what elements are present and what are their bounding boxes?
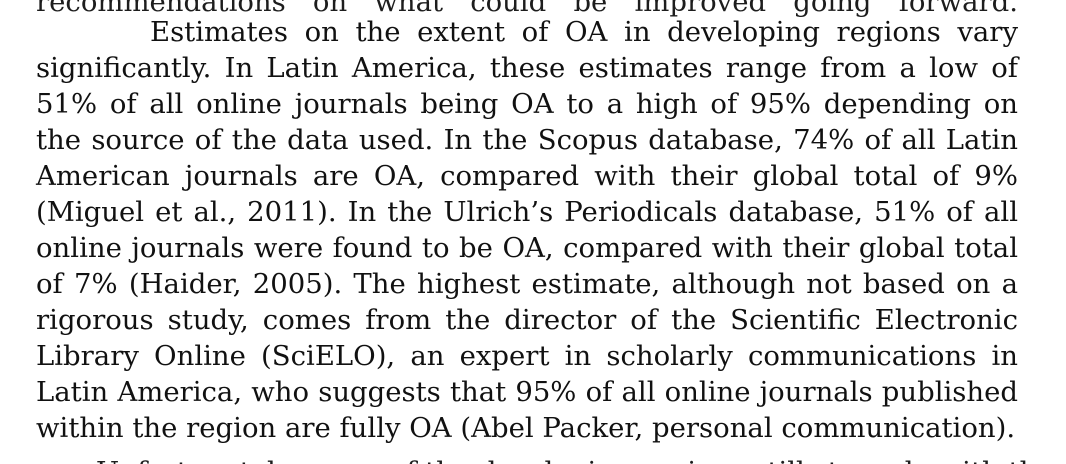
previous-paragraph-cut-line: recommendations on what could be improve…: [36, 0, 1018, 18]
paragraph-line-5: American journals are OA, compared with …: [36, 160, 1018, 192]
paragraph-line-11: Latin America, who suggests that 95% of …: [36, 376, 1018, 408]
paragraph-line-4: the source of the data used. In the Scop…: [36, 124, 1018, 156]
next-paragraph-cut-line: Unfortunately, many of the developing re…: [96, 454, 1053, 464]
paragraph-line-9: rigorous study, comes from the director …: [36, 304, 1018, 336]
paragraph-line-1: Estimates on the extent of OA in develop…: [150, 16, 1018, 48]
paragraph-line-3: 51% of all online journals being OA to a…: [36, 88, 1018, 120]
paragraph-line-10: Library Online (SciELO), an expert in sc…: [36, 340, 1018, 372]
paragraph-line-12: within the region are fully OA (Abel Pac…: [36, 412, 1016, 444]
paragraph-line-2: significantly. In Latin America, these e…: [36, 52, 1018, 84]
paragraph-line-6: (Miguel et al., 2011). In the Ulrich’s P…: [36, 196, 1018, 228]
paragraph-line-8: of 7% (Haider, 2005). The highest estima…: [36, 268, 1018, 300]
paragraph-line-7: online journals were found to be OA, com…: [36, 232, 1018, 264]
